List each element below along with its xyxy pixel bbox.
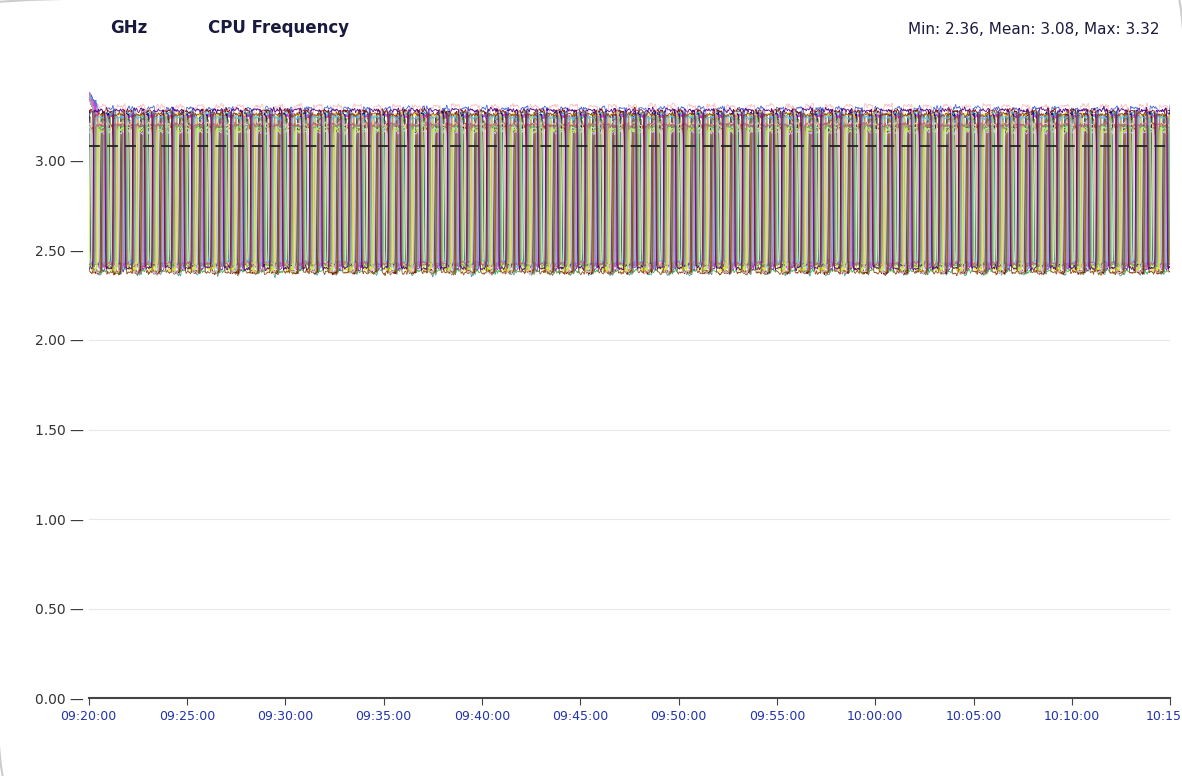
Text: Min: 2.36, Mean: 3.08, Max: 3.32: Min: 2.36, Mean: 3.08, Max: 3.32 <box>908 22 1160 36</box>
Text: CPU Frequency: CPU Frequency <box>208 19 349 36</box>
Text: GHz: GHz <box>110 19 148 36</box>
